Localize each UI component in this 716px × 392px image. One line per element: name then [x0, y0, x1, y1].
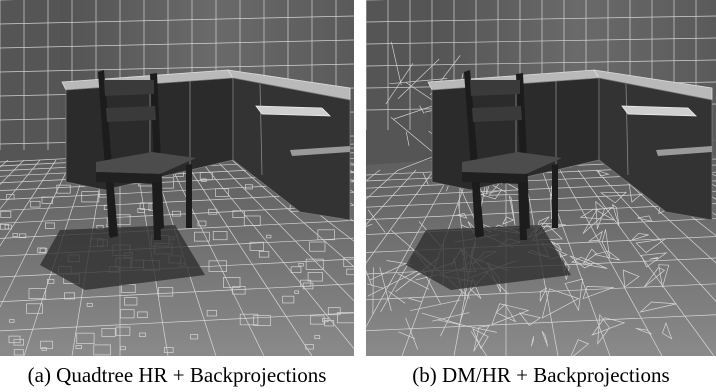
chair-shadow — [406, 225, 571, 290]
panel-quadtree-render — [0, 0, 354, 356]
quadtree-render-image — [0, 0, 354, 356]
chair — [96, 70, 196, 240]
caption-b: (b) DM/HR + Backprojections — [412, 363, 670, 387]
dm-hr-render-image — [366, 0, 716, 356]
chair — [462, 70, 562, 240]
panel-dm-hr-render — [366, 0, 716, 356]
drawer-edge — [656, 146, 712, 156]
left-wall — [0, 0, 60, 200]
keyboard-tray — [255, 105, 331, 117]
keyboard-tray — [621, 105, 697, 117]
chair-shadow — [40, 225, 205, 290]
caption-a: (a) Quadtree HR + Backprojections — [27, 363, 327, 387]
drawer-edge — [290, 146, 350, 156]
left-wall — [366, 0, 426, 200]
